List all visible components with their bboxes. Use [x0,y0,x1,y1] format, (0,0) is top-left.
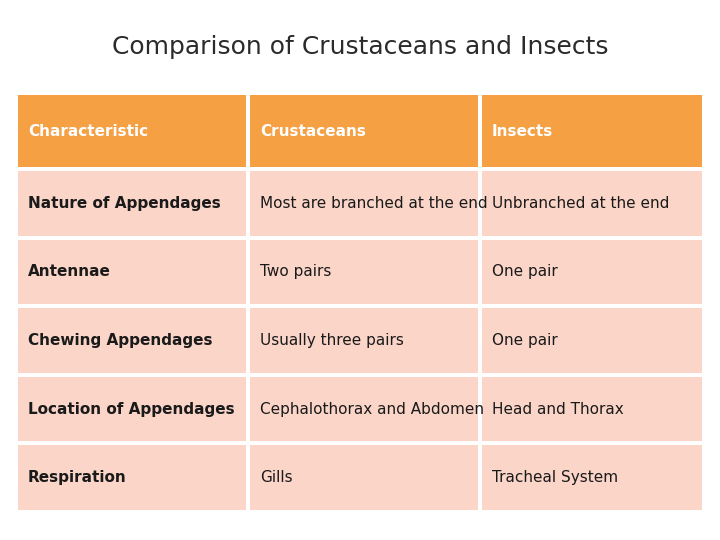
Text: Respiration: Respiration [28,470,127,485]
FancyBboxPatch shape [18,446,246,510]
Text: Antennae: Antennae [28,265,111,279]
FancyBboxPatch shape [18,171,246,235]
FancyBboxPatch shape [482,446,702,510]
Text: Most are branched at the end: Most are branched at the end [260,196,487,211]
FancyBboxPatch shape [250,308,477,373]
Text: Cephalothorax and Abdomen: Cephalothorax and Abdomen [260,402,484,416]
FancyBboxPatch shape [250,446,477,510]
FancyBboxPatch shape [482,308,702,373]
FancyBboxPatch shape [482,240,702,304]
Text: Gills: Gills [260,470,292,485]
Text: Head and Thorax: Head and Thorax [492,402,624,416]
Text: Insects: Insects [492,124,553,138]
FancyBboxPatch shape [18,95,246,167]
FancyBboxPatch shape [482,171,702,235]
Text: Tracheal System: Tracheal System [492,470,618,485]
Text: Crustaceans: Crustaceans [260,124,366,138]
Text: Characteristic: Characteristic [28,124,148,138]
FancyBboxPatch shape [482,95,702,167]
FancyBboxPatch shape [18,240,246,304]
FancyBboxPatch shape [250,377,477,441]
FancyBboxPatch shape [250,240,477,304]
FancyBboxPatch shape [18,308,246,373]
Text: Nature of Appendages: Nature of Appendages [28,196,221,211]
FancyBboxPatch shape [250,95,477,167]
Text: Location of Appendages: Location of Appendages [28,402,235,416]
Text: One pair: One pair [492,333,557,348]
FancyBboxPatch shape [482,377,702,441]
Text: Unbranched at the end: Unbranched at the end [492,196,669,211]
Text: Usually three pairs: Usually three pairs [260,333,404,348]
Text: Two pairs: Two pairs [260,265,331,279]
Text: Comparison of Crustaceans and Insects: Comparison of Crustaceans and Insects [112,35,608,59]
Text: One pair: One pair [492,265,557,279]
FancyBboxPatch shape [18,377,246,441]
FancyBboxPatch shape [250,171,477,235]
Text: Chewing Appendages: Chewing Appendages [28,333,212,348]
